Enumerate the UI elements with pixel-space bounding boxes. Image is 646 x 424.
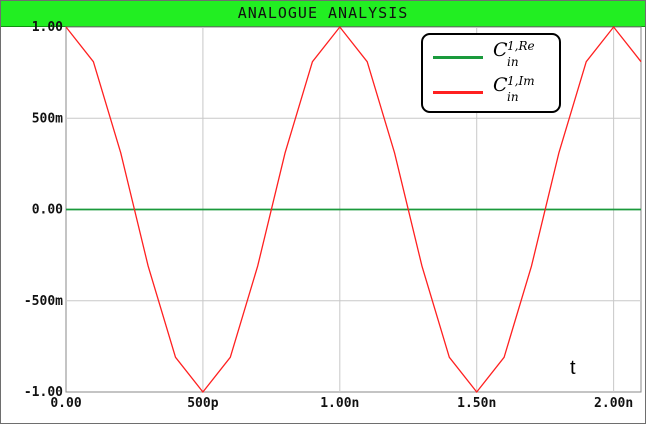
legend-label-re: C 1,Re in [493,39,535,69]
legend-swatch-im [433,91,483,94]
x-tick-label-0: 0.00 [50,396,81,411]
x-tick-label-4: 2.00n [594,396,633,411]
x-axis-label: t [570,357,576,379]
x-tick-label-3: 1.50n [457,396,496,411]
legend-entry-re: C 1,Re in [423,37,559,71]
legend-sub-re: in [507,55,519,69]
legend-base-im: C [493,74,508,96]
legend-label-im: C 1,Im in [493,74,535,104]
series-layer [65,25,642,394]
legend-sub-im: in [507,90,519,104]
y-axis-ticks: 1.00 500m 0.00 -500m -1.00 [24,20,63,400]
y-tick-label-3: -500m [24,294,63,309]
y-tick-label-4: -1.00 [24,385,63,400]
legend-sup-im: 1,Im [507,74,535,88]
legend: C 1,Re in C 1,Im in [421,33,561,113]
window-title: ANALOGUE ANALYSIS [1,1,645,27]
legend-entry-im: C 1,Im in [423,72,559,106]
y-tick-label-1: 500m [32,111,63,126]
legend-base-re: C [493,39,508,61]
series-1-line [65,25,642,394]
legend-swatch-re [433,56,483,59]
x-axis-ticks: 0.00 500p 1.00n 1.50n 2.00n [50,396,633,411]
x-tick-label-2: 1.00n [320,396,359,411]
x-tick-label-1: 500p [187,396,218,411]
legend-sup-re: 1,Re [507,39,535,53]
y-tick-label-0: 1.00 [32,20,63,35]
y-tick-label-2: 0.00 [32,203,63,218]
series-1 [65,25,642,394]
